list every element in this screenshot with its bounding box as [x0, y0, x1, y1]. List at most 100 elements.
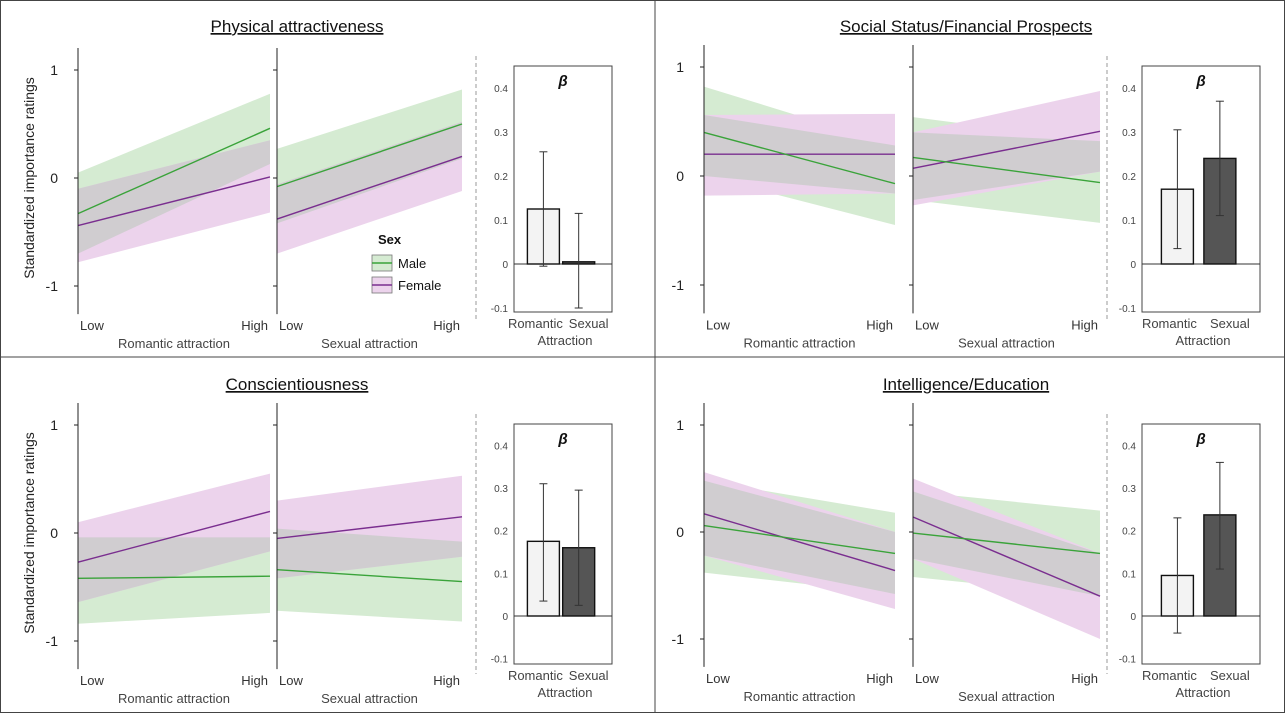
bar-y-tick-label: 0.1 — [1122, 569, 1136, 580]
bar-y-tick-label: 0.3 — [1122, 484, 1136, 495]
bar-y-tick-label: 0.2 — [494, 527, 508, 538]
female-line — [703, 513, 896, 572]
romantic-attraction-plot: Low High Romantic attraction — [74, 403, 271, 706]
bar-title: β — [1195, 431, 1205, 448]
x-tick-low: Low — [915, 671, 939, 686]
panel-2: Social Status/Financial Prospects 1 0 -1 Low… — [672, 17, 1261, 350]
x-axis-label: Sexual attraction — [958, 335, 1055, 350]
y-axis-label: Standardized importance ratings — [21, 77, 37, 279]
bar-y-tick-label: -0.1 — [491, 304, 509, 315]
sexual-attraction-plot: Low High Sexual attraction — [909, 403, 1101, 704]
bar-x-tick-sexual: Sexual — [1210, 316, 1250, 331]
bar-y-tick-label: 0.4 — [1122, 84, 1136, 95]
male-line — [912, 156, 1101, 184]
bar-y-tick-label: 0.3 — [494, 484, 508, 495]
panel-title: Conscientiousness — [226, 375, 369, 394]
bar-y-tick-label: -0.1 — [491, 655, 509, 666]
bar-y-tick-label: 0.4 — [494, 441, 508, 452]
x-axis-label: Sexual attraction — [958, 689, 1055, 704]
ci-overlap-band — [913, 132, 1100, 200]
x-tick-low: Low — [80, 318, 104, 333]
ci-overlap-band — [277, 528, 462, 579]
ci-overlap-band — [78, 140, 270, 254]
legend: Sex Male Female — [371, 232, 441, 294]
bar-x-tick-romantic: Romantic — [508, 316, 563, 331]
x-axis-label: Romantic attraction — [744, 689, 856, 704]
bar-y-tick-label: 0.4 — [1122, 441, 1136, 452]
bar-x-tick-sexual: Sexual — [569, 316, 609, 331]
panel-title: Physical attractiveness — [211, 17, 384, 36]
bar-plot-box — [1141, 423, 1261, 665]
male-line — [703, 524, 896, 555]
y-axis-label: Standardized importance ratings — [21, 432, 37, 634]
x-tick-high: High — [1071, 317, 1098, 332]
ci-overlap-band — [277, 121, 462, 224]
male-line — [77, 575, 271, 580]
bar-y-tick-label: 0.2 — [494, 172, 508, 183]
bar-plot-box — [1141, 65, 1261, 313]
male-line — [276, 123, 463, 188]
x-axis-label: Romantic attraction — [118, 336, 230, 351]
y-tick-label: -1 — [672, 277, 685, 293]
y-tick-label: 1 — [676, 59, 684, 75]
legend-title: Sex — [378, 232, 402, 247]
panel-3: Conscientiousness Standardized importance… — [21, 375, 613, 706]
male-line — [276, 569, 463, 583]
bar-x-axis-label: Attraction — [538, 333, 593, 348]
bar-y-tick-label: 0 — [1130, 612, 1136, 623]
x-tick-high: High — [866, 317, 893, 332]
x-tick-high: High — [1071, 671, 1098, 686]
bar-x-axis-label: Attraction — [538, 685, 593, 700]
y-tick-label: -1 — [46, 278, 59, 294]
bar-y-tick-label: 0 — [502, 260, 508, 271]
female-line — [276, 155, 463, 220]
bar-y-tick-label: 0.2 — [1122, 527, 1136, 538]
bar-y-tick-label: 0.3 — [1122, 128, 1136, 139]
x-tick-high: High — [241, 318, 268, 333]
x-tick-high: High — [433, 673, 460, 688]
bar-x-axis-label: Attraction — [1176, 685, 1231, 700]
male-line — [703, 131, 896, 185]
bar-y-tick-label: 0 — [502, 612, 508, 623]
x-axis-label: Romantic attraction — [118, 691, 230, 706]
y-tick-label: 0 — [676, 168, 684, 184]
bar-plot-box — [513, 65, 613, 313]
bar-title: β — [1195, 73, 1205, 90]
bar-x-tick-romantic: Romantic — [508, 668, 563, 683]
male-line — [912, 532, 1101, 555]
legend-label-male: Male — [398, 256, 426, 271]
sexual-attraction-plot: Low High Sexual attraction — [273, 48, 463, 351]
bar-y-tick-label: 0.3 — [494, 128, 508, 139]
sexual-attraction-plot: Low High Sexual attraction — [909, 45, 1101, 350]
y-tick-label: 1 — [50, 417, 58, 433]
bar-y-tick-label: 0.1 — [494, 216, 508, 227]
panel-1: Physical attractiveness Standardized impo… — [21, 17, 613, 351]
x-axis-label: Sexual attraction — [321, 336, 418, 351]
ci-overlap-band — [704, 480, 895, 595]
female-line — [276, 516, 463, 540]
legend-label-female: Female — [398, 278, 441, 293]
female-line — [912, 516, 1101, 597]
x-axis-label: Romantic attraction — [744, 335, 856, 350]
x-tick-low: Low — [706, 317, 730, 332]
bar-y-tick-label: 0 — [1130, 260, 1136, 271]
bar-x-tick-romantic: Romantic — [1142, 668, 1197, 683]
ci-overlap-band — [78, 537, 270, 603]
bar-title: β — [557, 431, 567, 448]
bar-y-tick-label: 0.2 — [1122, 172, 1136, 183]
x-axis-label: Sexual attraction — [321, 691, 418, 706]
y-tick-label: -1 — [46, 633, 59, 649]
x-tick-low: Low — [279, 673, 303, 688]
y-tick-label: 0 — [50, 170, 58, 186]
female-line — [77, 176, 271, 227]
bar-y-tick-label: 0.4 — [494, 84, 508, 95]
bar-title: β — [557, 73, 567, 90]
bar-y-tick-label: 0.1 — [494, 569, 508, 580]
y-tick-label: -1 — [672, 631, 685, 647]
bar-y-tick-label: 0.1 — [1122, 216, 1136, 227]
romantic-attraction-plot: Low High Romantic attraction — [74, 48, 271, 351]
